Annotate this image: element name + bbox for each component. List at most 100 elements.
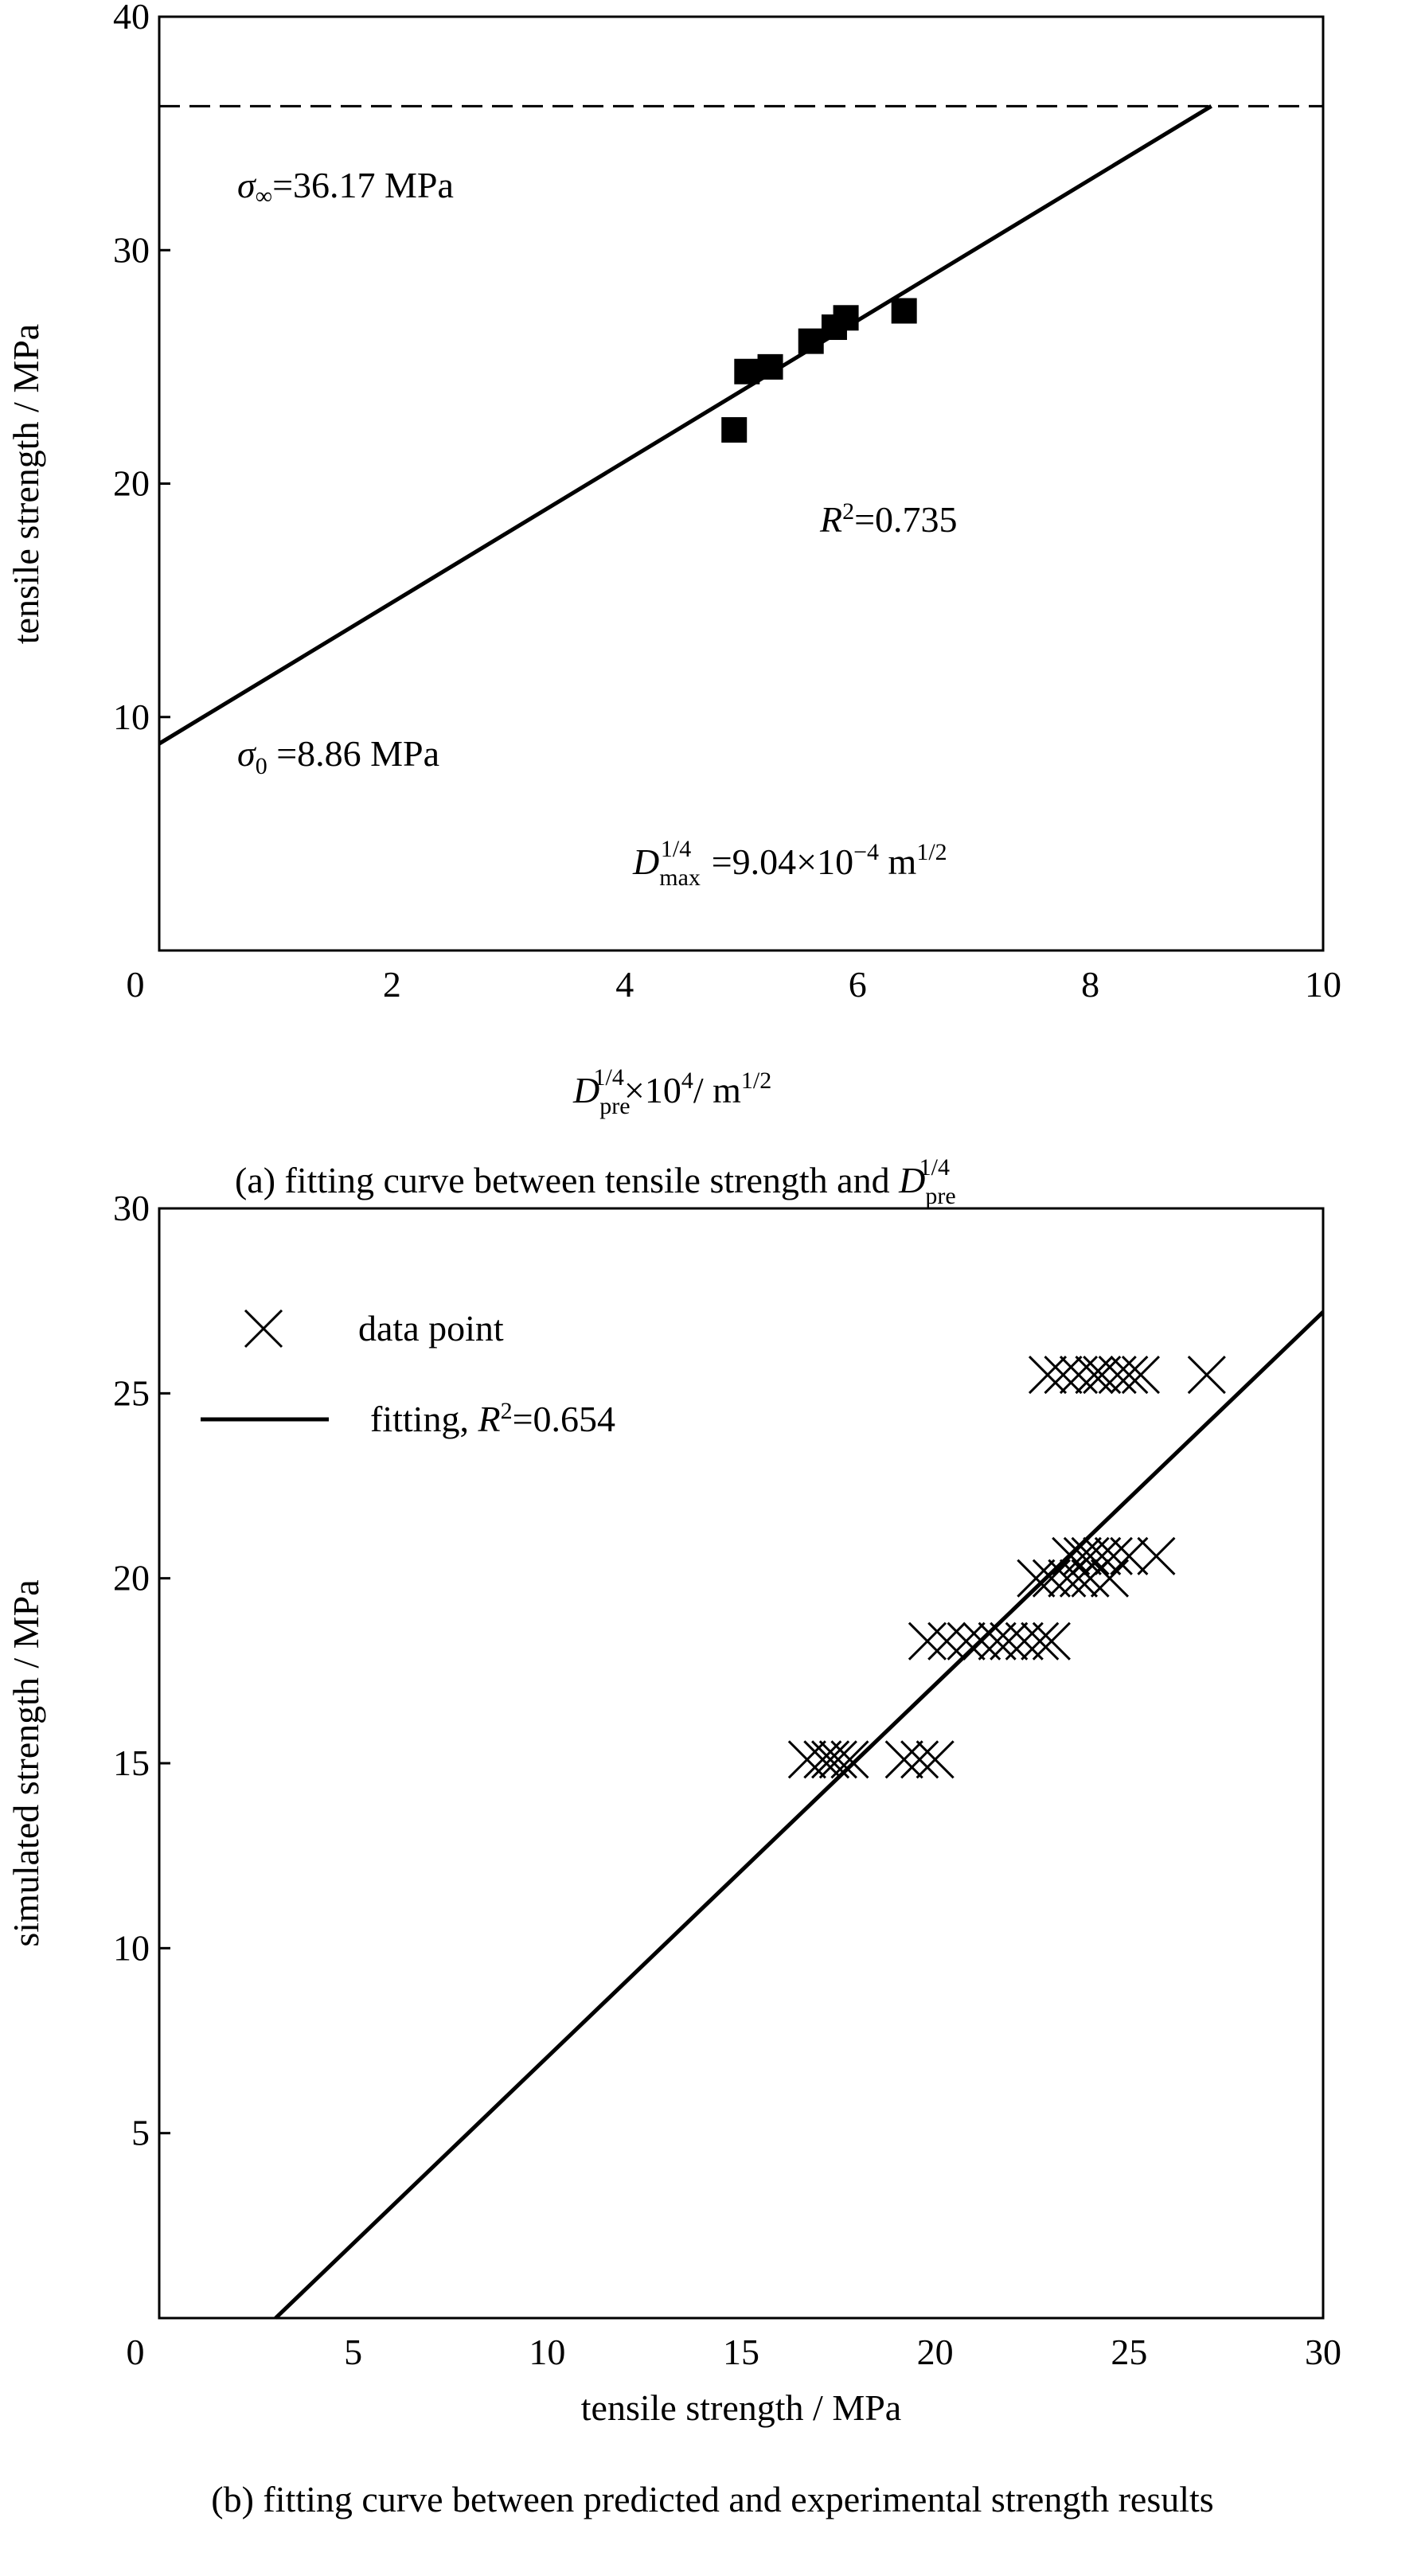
data-point-cross bbox=[1005, 1622, 1044, 1661]
y-tick-label: 20 bbox=[113, 463, 150, 504]
x-tick-label: 30 bbox=[1305, 2332, 1341, 2372]
cross-stroke bbox=[1110, 1536, 1149, 1575]
cross-stroke bbox=[884, 1740, 923, 1779]
cross-stroke bbox=[818, 1740, 857, 1779]
data-point-cross bbox=[1032, 1622, 1071, 1661]
data-point-cross bbox=[1121, 1356, 1161, 1395]
y-tick-label: 10 bbox=[113, 1927, 150, 1968]
x-tick-label: 10 bbox=[529, 2332, 565, 2372]
cross-stroke bbox=[830, 1740, 869, 1779]
cross-stroke bbox=[803, 1740, 842, 1779]
cross-stroke bbox=[1059, 1559, 1099, 1598]
data-point-cross bbox=[787, 1740, 826, 1779]
fit-line bbox=[158, 104, 1212, 746]
data-point-cross bbox=[1044, 1356, 1083, 1395]
annotation-r2-a: R2=0.735 bbox=[819, 498, 958, 540]
y-tick-label: 20 bbox=[113, 1558, 150, 1598]
data-point-cross bbox=[818, 1740, 857, 1779]
panel-b: 0 5 10 15 20 25 30 5 10 15 20 25 30 simulated streng… bbox=[6, 1188, 1341, 2519]
cross-stroke bbox=[811, 1740, 850, 1779]
x-tick-label: 0 bbox=[127, 964, 145, 1005]
data-point-cross bbox=[811, 1740, 850, 1779]
data-point-cross bbox=[884, 1740, 923, 1779]
data-point-cross bbox=[1028, 1356, 1068, 1395]
data-point-cross bbox=[1090, 1559, 1130, 1598]
x-axis-label-b: tensile strength / MPa bbox=[581, 2387, 901, 2428]
cross-stroke bbox=[1017, 1559, 1056, 1598]
plot-a-frame bbox=[158, 15, 1325, 952]
panel-a: 0 2 4 6 8 10 10 20 30 40 tensile strength / MPa D… bbox=[6, 0, 1341, 1209]
data-point-cross bbox=[927, 1622, 966, 1661]
cross-stroke bbox=[1021, 1622, 1060, 1661]
x-axis-label-a: Dpre1/4×104/ m1/2 bbox=[572, 1064, 771, 1119]
y-tick-label: 30 bbox=[113, 1188, 150, 1228]
data-point-square bbox=[798, 328, 824, 354]
data-point-cross bbox=[990, 1622, 1029, 1661]
y-tick-label: 40 bbox=[113, 0, 150, 37]
data-point-cross bbox=[830, 1740, 869, 1779]
cross-stroke bbox=[1032, 1622, 1071, 1661]
cross-stroke bbox=[1083, 1356, 1122, 1395]
annotation-sigma-0: σ0 =8.86 MPa bbox=[237, 733, 439, 779]
annotation-dmax: Dmax1/4 =9.04×10−4 m1/2 bbox=[632, 836, 947, 891]
cross-stroke bbox=[1071, 1559, 1110, 1598]
data-point-cross bbox=[1059, 1356, 1099, 1395]
cross-stroke bbox=[916, 1740, 955, 1779]
cross-stroke bbox=[927, 1622, 966, 1661]
cross-stroke bbox=[1005, 1622, 1044, 1661]
data-point-cross bbox=[1021, 1622, 1060, 1661]
plot-b-frame bbox=[158, 1207, 1325, 2320]
data-point-cross bbox=[1187, 1356, 1226, 1395]
data-point-square bbox=[734, 358, 760, 384]
data-point-cross bbox=[1110, 1536, 1149, 1575]
x-tick-label: 0 bbox=[127, 2332, 145, 2372]
data-point-cross bbox=[1017, 1559, 1056, 1598]
data-point-cross bbox=[803, 1740, 842, 1779]
x-tick-label: 6 bbox=[849, 964, 867, 1005]
y-tick-label: 15 bbox=[113, 1743, 150, 1783]
x-tick-label: 4 bbox=[615, 964, 634, 1005]
legend-fit-label: fitting, R2=0.654 bbox=[370, 1398, 615, 1439]
data-point-cross bbox=[1032, 1559, 1071, 1598]
y-tick-label: 10 bbox=[113, 697, 150, 737]
data-point-square bbox=[757, 353, 783, 380]
y-tick-label: 30 bbox=[113, 229, 150, 270]
cross-stroke bbox=[1187, 1356, 1226, 1395]
cross-stroke bbox=[1044, 1356, 1083, 1395]
data-point-square bbox=[891, 298, 917, 324]
cross-stroke bbox=[990, 1622, 1029, 1661]
cross-stroke bbox=[1137, 1536, 1176, 1575]
cross-stroke bbox=[947, 1622, 986, 1661]
cross-stroke bbox=[978, 1622, 1017, 1661]
data-point-cross bbox=[962, 1622, 1001, 1661]
legend-data-label: data point bbox=[358, 1308, 504, 1348]
cross-stroke bbox=[1032, 1559, 1071, 1598]
fit-line bbox=[274, 1310, 1325, 2320]
y-axis-label-b: simulated strength / MPa bbox=[6, 1579, 46, 1946]
cross-stroke bbox=[1090, 1559, 1130, 1598]
data-point-cross bbox=[1137, 1536, 1176, 1575]
data-point-cross bbox=[1083, 1356, 1122, 1395]
y-axis-label-a: tensile strength / MPa bbox=[6, 324, 46, 644]
data-point-cross bbox=[978, 1622, 1017, 1661]
data-point-square bbox=[721, 417, 748, 443]
x-tick-label: 2 bbox=[383, 964, 401, 1005]
caption-b: (b) fitting curve between predicted and … bbox=[211, 2479, 1213, 2519]
y-tick-label: 25 bbox=[113, 1372, 150, 1413]
data-point-cross bbox=[1071, 1559, 1110, 1598]
x-tick-label: 25 bbox=[1111, 2332, 1147, 2372]
annotation-sigma-inf: σ∞=36.17 MPa bbox=[237, 165, 454, 209]
data-point-cross bbox=[900, 1740, 939, 1779]
x-tick-label: 10 bbox=[1305, 964, 1341, 1005]
cross-stroke bbox=[1121, 1356, 1161, 1395]
cross-stroke bbox=[908, 1622, 947, 1661]
cross-stroke bbox=[1110, 1356, 1149, 1395]
data-point-square bbox=[833, 305, 859, 331]
caption-a: (a) fitting curve between tensile streng… bbox=[235, 1154, 956, 1209]
data-point-cross bbox=[1110, 1356, 1149, 1395]
data-point-cross bbox=[947, 1622, 986, 1661]
x-tick-label: 5 bbox=[344, 2332, 362, 2372]
data-point-cross bbox=[908, 1622, 947, 1661]
x-tick-label: 15 bbox=[723, 2332, 759, 2372]
